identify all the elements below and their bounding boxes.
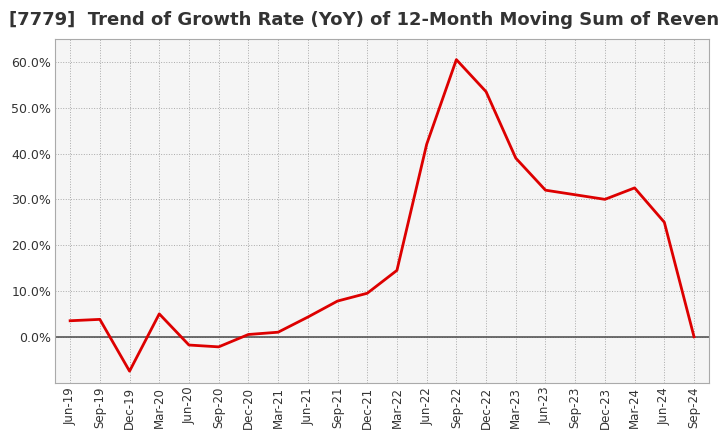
- Title: [7779]  Trend of Growth Rate (YoY) of 12-Month Moving Sum of Revenues: [7779] Trend of Growth Rate (YoY) of 12-…: [9, 11, 720, 29]
